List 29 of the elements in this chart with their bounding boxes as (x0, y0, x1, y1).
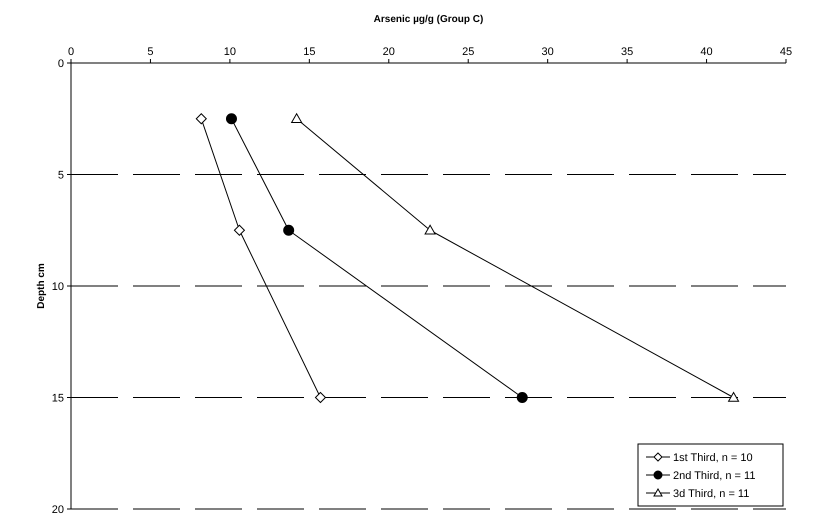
point (283, 224, 294, 236)
point (728, 392, 740, 402)
x-tick-label: 35 (620, 46, 634, 58)
legend-label: 1st Third, n = 10 (673, 452, 753, 464)
y-tick-label: 5 (58, 170, 64, 182)
point (314, 392, 326, 403)
x-tick-label: 40 (700, 46, 713, 58)
x-tick-label: 5 (147, 46, 154, 58)
point (196, 113, 207, 124)
point (226, 113, 237, 124)
x-tick-label: 0 (68, 46, 74, 58)
point (291, 113, 302, 123)
legend-label: 2nd Third, n = 11 (673, 470, 756, 482)
x-tick-label: 10 (224, 46, 236, 58)
x-tick-label: 30 (542, 46, 554, 58)
y-tick-label: 0 (58, 58, 64, 70)
y-tick-label: 10 (52, 281, 64, 293)
x-tick-label: 25 (462, 46, 474, 58)
x-tick-label: 20 (382, 46, 395, 58)
point (424, 224, 436, 234)
x-tick-label: 15 (303, 46, 316, 58)
point (516, 392, 528, 403)
y-tick-label: 15 (52, 392, 64, 404)
y-axis-title: Depth cm (36, 263, 47, 309)
legend-label: 3d Third, n = 11 (673, 488, 750, 500)
x-axis-title: Arsenic µg/g (Group C) (374, 14, 484, 25)
x-tick-label: 45 (780, 46, 792, 58)
point (234, 224, 245, 236)
y-tick-label: 20 (52, 504, 64, 516)
